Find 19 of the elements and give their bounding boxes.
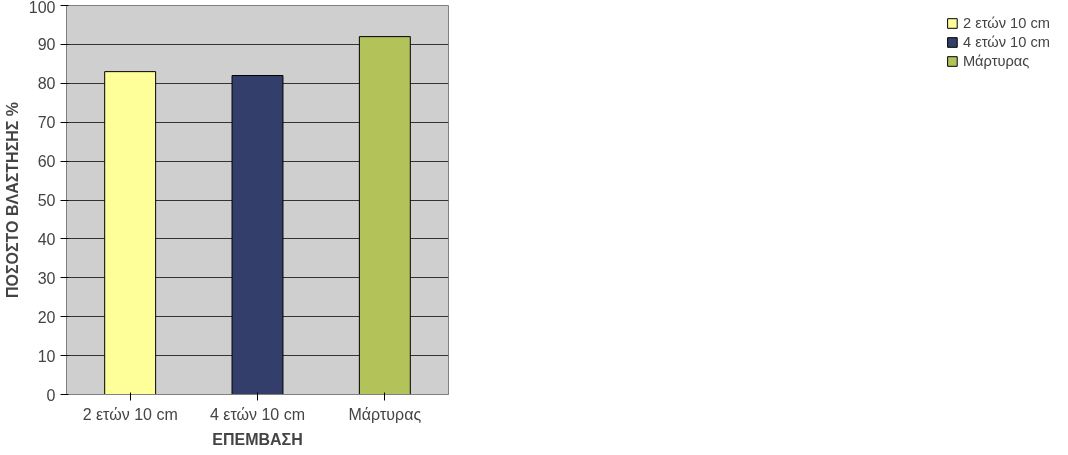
y-tick-label: 30 [37, 269, 56, 287]
x-tick-label: 2 ετών 10 cm [82, 405, 178, 423]
y-tick-label: 40 [37, 230, 56, 248]
x-tick-label: 4 ετών 10 cm [209, 405, 306, 423]
y-tick-label: 60 [37, 153, 56, 171]
y-tick-label: 80 [37, 75, 56, 93]
y-axis-title: ΠΟΣΟΣΤΟ ΒΛΑΣΤΗΣΗΣ % [3, 101, 21, 299]
y-tick-label: 0 [46, 386, 56, 404]
y-tick-label: 90 [37, 36, 56, 54]
y-tick-label: 50 [37, 192, 56, 209]
x-axis-title: ΕΠΕΜΒΑΣΗ [212, 430, 303, 448]
legend-label: Μάρτυρας [962, 53, 1030, 69]
legend-label: 4 ετών 10 cm [962, 34, 1050, 50]
y-tick-label: 20 [37, 308, 56, 326]
x-tick-label: Μάρτυρας [348, 405, 422, 423]
legend-label: 2 ετών 10 cm [962, 15, 1050, 31]
y-tick-label: 70 [37, 114, 56, 132]
y-tick-label: 10 [37, 347, 56, 365]
y-tick-label: 100 [28, 0, 56, 16]
